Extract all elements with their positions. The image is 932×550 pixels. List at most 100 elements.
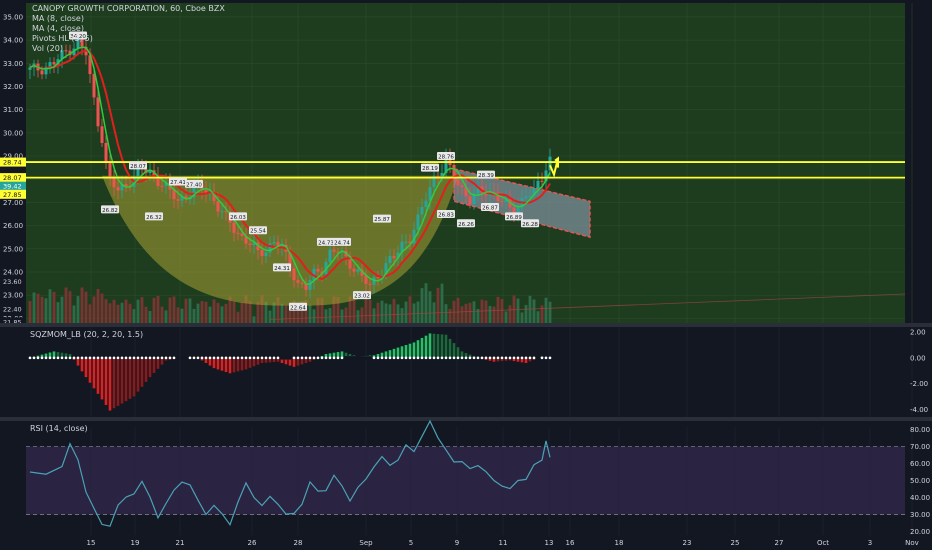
candle-body — [88, 55, 92, 75]
osc-bar — [120, 357, 124, 404]
candle-body — [48, 62, 52, 67]
candle-body — [548, 156, 552, 171]
candle-body — [52, 62, 56, 65]
squeeze-dot — [436, 356, 440, 360]
candle-body — [420, 207, 424, 215]
pivot-label: 28.76 — [438, 155, 454, 161]
squeeze-dot — [372, 356, 376, 360]
candle-body — [544, 170, 548, 182]
rsi-tick-label: 50.00 — [910, 477, 930, 485]
volume-bar — [332, 296, 336, 323]
volume-bar — [184, 298, 188, 323]
squeeze-dot — [492, 356, 496, 360]
squeeze-dot — [228, 356, 232, 360]
osc-bar — [224, 357, 228, 372]
volume-bar — [92, 296, 96, 323]
squeeze-dot — [184, 356, 188, 360]
squeeze-dot — [432, 356, 436, 360]
volume-bar — [96, 288, 100, 323]
squeeze-dot — [540, 356, 544, 360]
squeeze-dot — [64, 356, 68, 360]
time-tick-label: 19 — [131, 539, 140, 547]
volume-bar — [324, 309, 328, 323]
candle-body — [392, 256, 396, 259]
candle-body — [148, 170, 152, 173]
candle-body — [272, 242, 276, 244]
osc-bar — [408, 343, 412, 358]
volume-bar — [380, 300, 384, 323]
pivot-label-box — [481, 203, 499, 212]
squeeze-dot — [160, 356, 164, 360]
pivot-label: 28.07 — [130, 164, 146, 170]
cup-pattern — [102, 175, 458, 306]
candle-body — [224, 211, 228, 213]
osc-bar — [500, 357, 504, 362]
volume-bar — [416, 301, 420, 323]
osc-bar — [256, 357, 260, 365]
squeeze-dot — [260, 356, 264, 360]
squeeze-dot — [116, 356, 120, 360]
osc-bar — [44, 353, 48, 358]
squeeze-dot — [152, 356, 156, 360]
price-tick-label: 27.00 — [3, 199, 23, 207]
time-tick-label: 27 — [775, 539, 784, 547]
volume-bar — [28, 301, 32, 323]
candle-body — [308, 280, 312, 290]
price-tick-label: 24.00 — [3, 268, 23, 276]
osc-bar — [428, 333, 432, 358]
squeeze-dot — [368, 356, 372, 360]
squeeze-dot — [88, 356, 92, 360]
squeeze-dot — [440, 356, 444, 360]
time-tick-label: 9 — [455, 539, 459, 547]
volume-bar — [80, 287, 84, 323]
volume-bar — [64, 287, 68, 323]
squeeze-dot — [392, 356, 396, 360]
candle-body — [528, 195, 532, 197]
squeeze-dot — [168, 356, 172, 360]
rsi-tick-label: 30.00 — [910, 511, 930, 519]
osc-bar — [212, 357, 216, 369]
squeeze-dot — [52, 356, 56, 360]
squeeze-dot — [488, 356, 492, 360]
volume-bar — [400, 308, 404, 323]
osc-bar — [124, 357, 128, 402]
volume-bar — [468, 302, 472, 323]
osc-bar — [304, 357, 308, 363]
volume-bar — [196, 303, 200, 323]
candle-body — [516, 207, 520, 213]
volume-bar — [100, 293, 104, 323]
volume-bar — [396, 304, 400, 323]
volume-bar — [540, 305, 544, 323]
volume-bar — [76, 296, 80, 323]
squeeze-dot — [196, 356, 200, 360]
squeeze-dot — [508, 356, 512, 360]
volume-bar — [140, 297, 144, 323]
osc-bar — [248, 357, 252, 368]
osc-bar — [284, 357, 288, 365]
volume-bar — [296, 306, 300, 323]
pane-separator — [0, 323, 932, 327]
candle-body — [540, 180, 544, 182]
candle-body — [112, 177, 116, 188]
squeeze-dot — [56, 356, 60, 360]
pivot-label: 26.26 — [458, 222, 474, 228]
squeeze-dot — [396, 356, 400, 360]
volume-bar — [168, 297, 172, 323]
osc-bar — [292, 357, 296, 367]
candle-body — [92, 74, 96, 98]
legend-line: Pivots HL (5, 5) — [32, 34, 93, 43]
osc-bar — [272, 357, 276, 363]
volume-bar — [448, 308, 452, 323]
squeeze-dot — [120, 356, 124, 360]
volume-bar — [312, 309, 316, 323]
osc-bar — [488, 357, 492, 361]
candle-body — [524, 196, 528, 199]
legend-line: MA (8, close) — [32, 14, 84, 23]
candle-body — [96, 97, 100, 127]
volume-bar — [440, 283, 444, 323]
pivot-label-box — [437, 210, 455, 219]
candle-body — [280, 244, 284, 248]
osc-bar — [308, 357, 312, 362]
osc-bar — [328, 353, 332, 358]
